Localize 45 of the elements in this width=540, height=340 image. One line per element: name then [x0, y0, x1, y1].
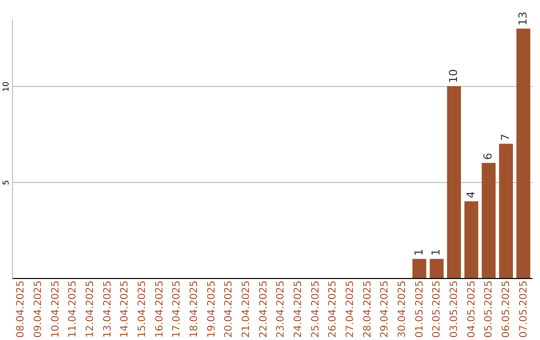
bar [412, 258, 426, 278]
x-tick-label: 20.04.2025 [224, 280, 235, 338]
x-tick-label: 22.04.2025 [258, 280, 270, 338]
x-tick-label: 12.04.2025 [85, 280, 96, 338]
x-tick-label: 03.05.2025 [449, 280, 460, 338]
x-tick-label: 06.05.2025 [501, 280, 512, 338]
x-tick-label: 17.04.2025 [172, 280, 183, 338]
x-tick-label: 08.04.2025 [16, 280, 27, 338]
x-tick-label: 28.04.2025 [362, 280, 374, 338]
x-tick-label: 18.04.2025 [189, 280, 200, 338]
x-tick-label: 09.04.2025 [33, 280, 44, 338]
bar [482, 162, 496, 278]
x-tick-label: 26.04.2025 [328, 280, 339, 338]
data-label: 13 [516, 12, 530, 26]
x-tick-label: 13.04.2025 [102, 280, 114, 338]
x-tick-label: 27.04.2025 [345, 280, 356, 338]
x-tick-label: 01.05.2025 [414, 280, 426, 338]
x-tick-label: 05.05.2025 [484, 280, 495, 338]
x-tick-label: 23.04.2025 [276, 280, 287, 338]
data-label: 1 [430, 248, 443, 256]
x-tick-label: 11.04.2025 [68, 280, 79, 338]
bar [447, 86, 461, 278]
y-tick-label: 5 [2, 180, 10, 186]
data-label: 7 [499, 134, 512, 141]
data-label: 4 [464, 191, 478, 198]
x-tick-label: 21.04.2025 [241, 280, 252, 338]
bar [464, 201, 478, 278]
x-tick-label: 29.04.2025 [380, 280, 391, 338]
bar [430, 258, 444, 278]
x-tick-label: 02.05.2025 [432, 280, 443, 338]
x-tick-label: 24.04.2025 [293, 280, 304, 338]
x-tick-label: 25.04.2025 [310, 280, 322, 338]
x-tick-label: 15.04.2025 [137, 280, 148, 338]
x-tick-label: 30.04.2025 [397, 280, 408, 338]
x-tick-label: 10.04.2025 [50, 280, 62, 338]
bar [516, 28, 530, 278]
x-tick-label: 19.04.2025 [206, 280, 218, 338]
data-label: 10 [447, 69, 460, 84]
x-tick-label: 07.05.2025 [518, 280, 530, 338]
bar [499, 144, 513, 278]
data-label: 6 [482, 152, 495, 160]
x-tick-label: 14.04.2025 [120, 280, 131, 338]
data-label: 1 [412, 248, 426, 256]
x-tick-label: 04.05.2025 [466, 280, 478, 338]
x-tick-label: 16.04.2025 [154, 280, 166, 338]
